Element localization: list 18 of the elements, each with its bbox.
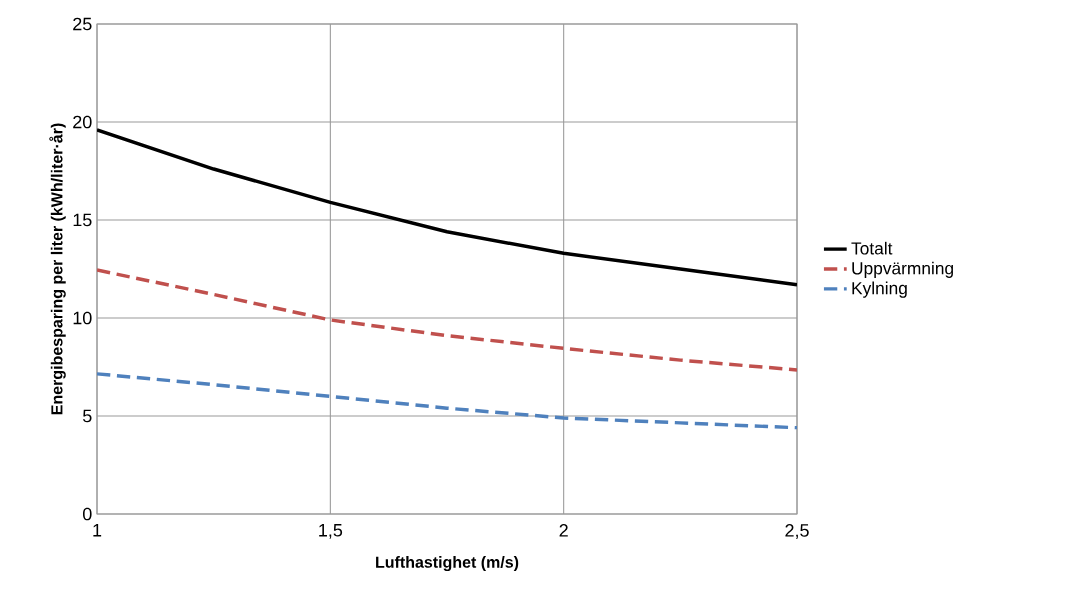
y-tick-label: 10 bbox=[73, 311, 92, 325]
x-axis-title: Lufthastighet (m/s) bbox=[376, 556, 519, 572]
y-tick-label: 20 bbox=[73, 115, 92, 129]
y-tick-label: 0 bbox=[83, 507, 92, 521]
y-tick-label: 25 bbox=[73, 17, 92, 31]
line-series bbox=[97, 268, 798, 372]
y-axis-title: Energibesparing per liter (kWh/liter·år) bbox=[49, 123, 66, 415]
y-tick-label: 5 bbox=[83, 409, 92, 423]
legend-label: Totalt bbox=[851, 241, 893, 255]
x-tick-label: 2,5 bbox=[785, 524, 809, 539]
x-tick-label: 1 bbox=[93, 524, 102, 537]
x-tick-label: 1,5 bbox=[319, 524, 343, 539]
legend-label: Kylning bbox=[852, 281, 907, 298]
y-tick-label: 15 bbox=[73, 213, 92, 227]
line-series bbox=[97, 128, 798, 287]
x-tick-label: 2 bbox=[559, 524, 568, 537]
legend-label: Uppvärmning bbox=[852, 261, 953, 278]
line-series bbox=[97, 372, 798, 430]
